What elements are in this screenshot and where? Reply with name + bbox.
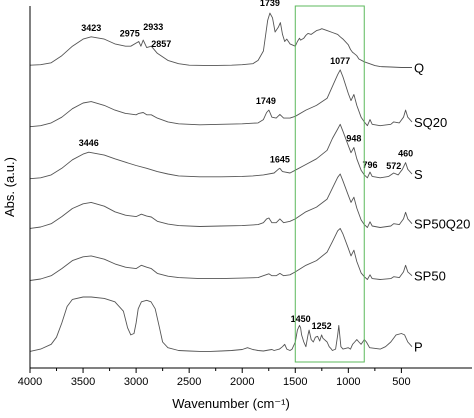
peak-label-572: 572 bbox=[386, 161, 401, 171]
series-label-sp50: SP50 bbox=[414, 269, 446, 284]
peak-label-1645: 1645 bbox=[270, 154, 290, 164]
x-tick-label: 1500 bbox=[283, 376, 307, 388]
peak-label-460: 460 bbox=[398, 149, 413, 159]
x-axis: 4000 3500 3000 2500 2000 1500 1000 500 bbox=[18, 367, 472, 388]
x-tick-label: 4000 bbox=[18, 376, 42, 388]
series-label-s: S bbox=[414, 167, 423, 182]
series-label-q: Q bbox=[414, 61, 424, 76]
y-axis-label: Abs. (a.u.) bbox=[2, 157, 17, 217]
peak-label-1749: 1749 bbox=[256, 96, 276, 106]
peak-label-1252: 1252 bbox=[312, 321, 332, 331]
peak-label-2933: 2933 bbox=[143, 22, 163, 32]
peak-label-3446: 3446 bbox=[79, 138, 99, 148]
x-tick-label: 2000 bbox=[230, 376, 254, 388]
series-line-s bbox=[29, 123, 413, 180]
series-labels-group: Q SQ20 S SP50Q20 SP50 P bbox=[414, 61, 470, 355]
peak-label-1077: 1077 bbox=[330, 56, 350, 66]
x-axis-label: Wavenumber (cm⁻¹) bbox=[172, 396, 290, 411]
series-line-sq20 bbox=[29, 69, 413, 128]
series-line-q bbox=[29, 12, 412, 68]
peak-label-948: 948 bbox=[346, 133, 361, 143]
x-tick-label: 2500 bbox=[177, 376, 201, 388]
peak-label-1739: 1739 bbox=[260, 0, 280, 8]
series-line-sp50q20 bbox=[29, 173, 413, 229]
series-line-p bbox=[29, 296, 413, 352]
series-line-sp50 bbox=[29, 227, 413, 281]
peak-label-2857: 2857 bbox=[151, 39, 171, 49]
peak-label-2975: 2975 bbox=[120, 28, 140, 38]
peak-label-796: 796 bbox=[362, 160, 377, 170]
x-tick-label: 3000 bbox=[124, 376, 148, 388]
series-label-sq20: SQ20 bbox=[414, 115, 447, 130]
x-tick-label: 3500 bbox=[71, 376, 95, 388]
peak-label-3423: 3423 bbox=[81, 23, 101, 33]
x-tick-label: 500 bbox=[392, 376, 410, 388]
x-tick-label: 1000 bbox=[336, 376, 360, 388]
series-label-p: P bbox=[414, 340, 423, 355]
traces-group bbox=[29, 12, 413, 352]
highlight-region bbox=[294, 5, 365, 363]
series-label-sp50q20: SP50Q20 bbox=[414, 217, 470, 232]
peak-label-1450: 1450 bbox=[291, 314, 311, 324]
